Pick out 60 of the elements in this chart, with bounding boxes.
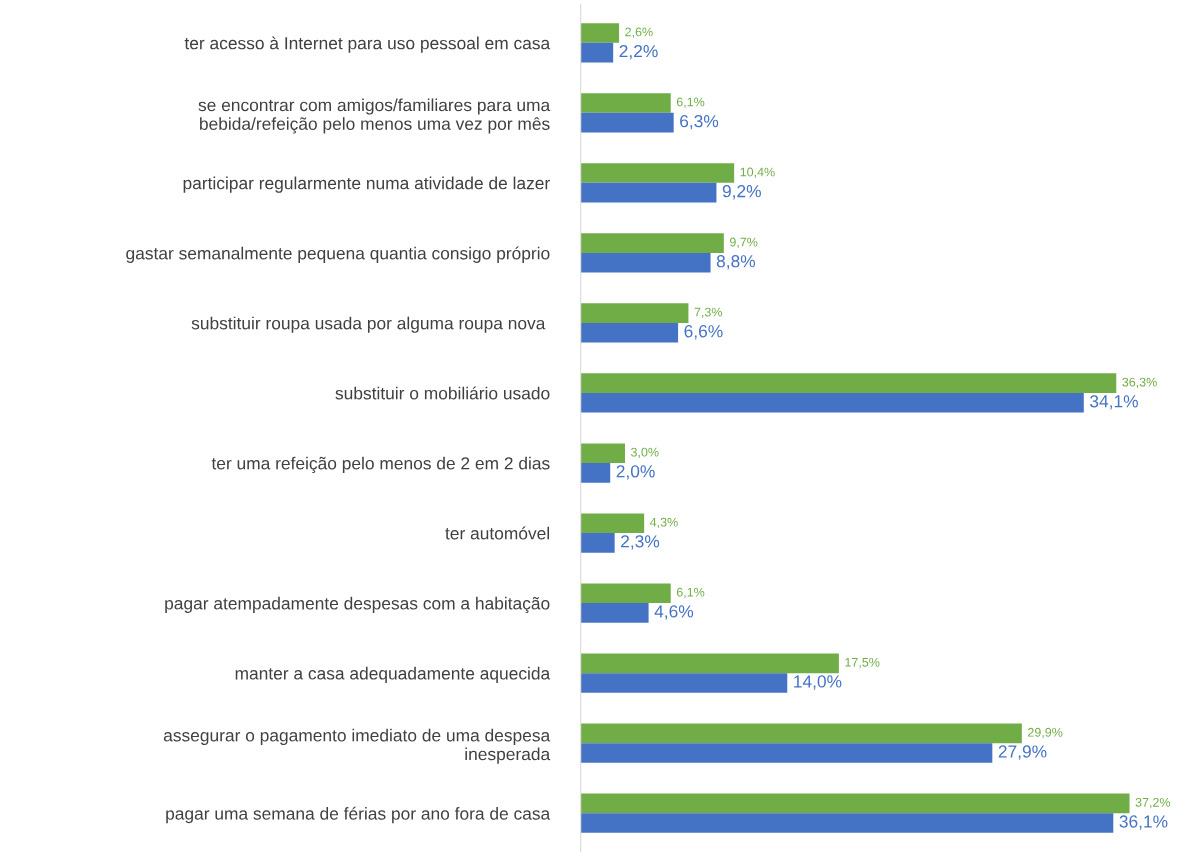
y-tick-label: ter automóvel [445, 526, 550, 540]
data-label: 37,2% [1135, 797, 1171, 809]
bar [580, 392, 1084, 413]
bar [580, 513, 645, 534]
y-tick-label: pagar uma semana de férias por ano fora de casa [166, 806, 551, 824]
bar [580, 42, 614, 63]
data-label: 2,0% [616, 465, 655, 480]
data-label: 34,1% [1090, 395, 1138, 410]
data-label: 36,1% [1119, 815, 1168, 830]
y-tick-label: ter acesso à Internet para uso pessoal em casa [184, 36, 551, 53]
bar [580, 583, 671, 604]
y-tick-label: participar regularmente numa atividade de lazer [183, 176, 550, 193]
bar [580, 443, 625, 464]
bar [580, 463, 611, 483]
data-label: 2,6% [625, 27, 653, 38]
bar [580, 23, 620, 43]
bar [580, 322, 679, 343]
y-tick-label: gastar semanalmente pequena quantia consigo próprio [126, 246, 550, 263]
y-tick-label: ter uma refeição pelo menos de 2 em 2 dias [211, 456, 550, 473]
bar [580, 673, 788, 693]
bar [580, 743, 993, 763]
data-label: 9,2% [722, 185, 761, 200]
bar [580, 303, 689, 323]
data-label: 27,9% [998, 745, 1047, 760]
data-label: 14,0% [794, 675, 842, 690]
data-label: 2,2% [619, 44, 658, 60]
bar [580, 93, 671, 113]
data-label: 3,0% [631, 447, 659, 459]
bar [580, 723, 1022, 744]
data-label: 6,1% [676, 587, 705, 599]
bar [580, 112, 674, 133]
data-label: 7,3% [694, 307, 723, 318]
y-tick-label: manter a casa adequadamente aquecida [235, 666, 551, 684]
y-tick-label: assegurar o pagamento imediato de uma despesa inesperada [163, 728, 551, 764]
bar [580, 252, 711, 273]
bar [580, 793, 1130, 814]
bar [580, 163, 735, 183]
data-label: 17,5% [845, 657, 880, 669]
y-tick-label: pagar atempadamente despesas com a habitação [165, 596, 550, 614]
data-label: 6,1% [676, 97, 705, 108]
data-label: 2,3% [621, 535, 660, 550]
bar [580, 533, 615, 553]
bar [580, 373, 1117, 393]
y-tick-label: substituir roupa usada por alguma roupa nova [191, 316, 546, 333]
bar [580, 603, 649, 623]
data-label: 29,9% [1028, 727, 1063, 739]
bar [580, 653, 839, 674]
data-label: 4,6% [654, 605, 694, 620]
data-label: 6,6% [684, 325, 723, 340]
data-label: 36,3% [1122, 377, 1157, 389]
y-tick-label: se encontrar com amigos/familiares para uma bebida/refeição pelo menos uma vez por mês [198, 98, 551, 134]
data-label: 4,3% [650, 517, 678, 529]
bar [580, 813, 1114, 833]
bar [580, 233, 724, 253]
data-label: 8,8% [716, 255, 756, 270]
data-label: 6,3% [680, 115, 719, 130]
bar [580, 182, 717, 203]
data-label: 10,4% [740, 167, 775, 178]
data-label: 9,7% [729, 237, 758, 248]
y-tick-label: substituir o mobiliário usado [335, 386, 550, 400]
